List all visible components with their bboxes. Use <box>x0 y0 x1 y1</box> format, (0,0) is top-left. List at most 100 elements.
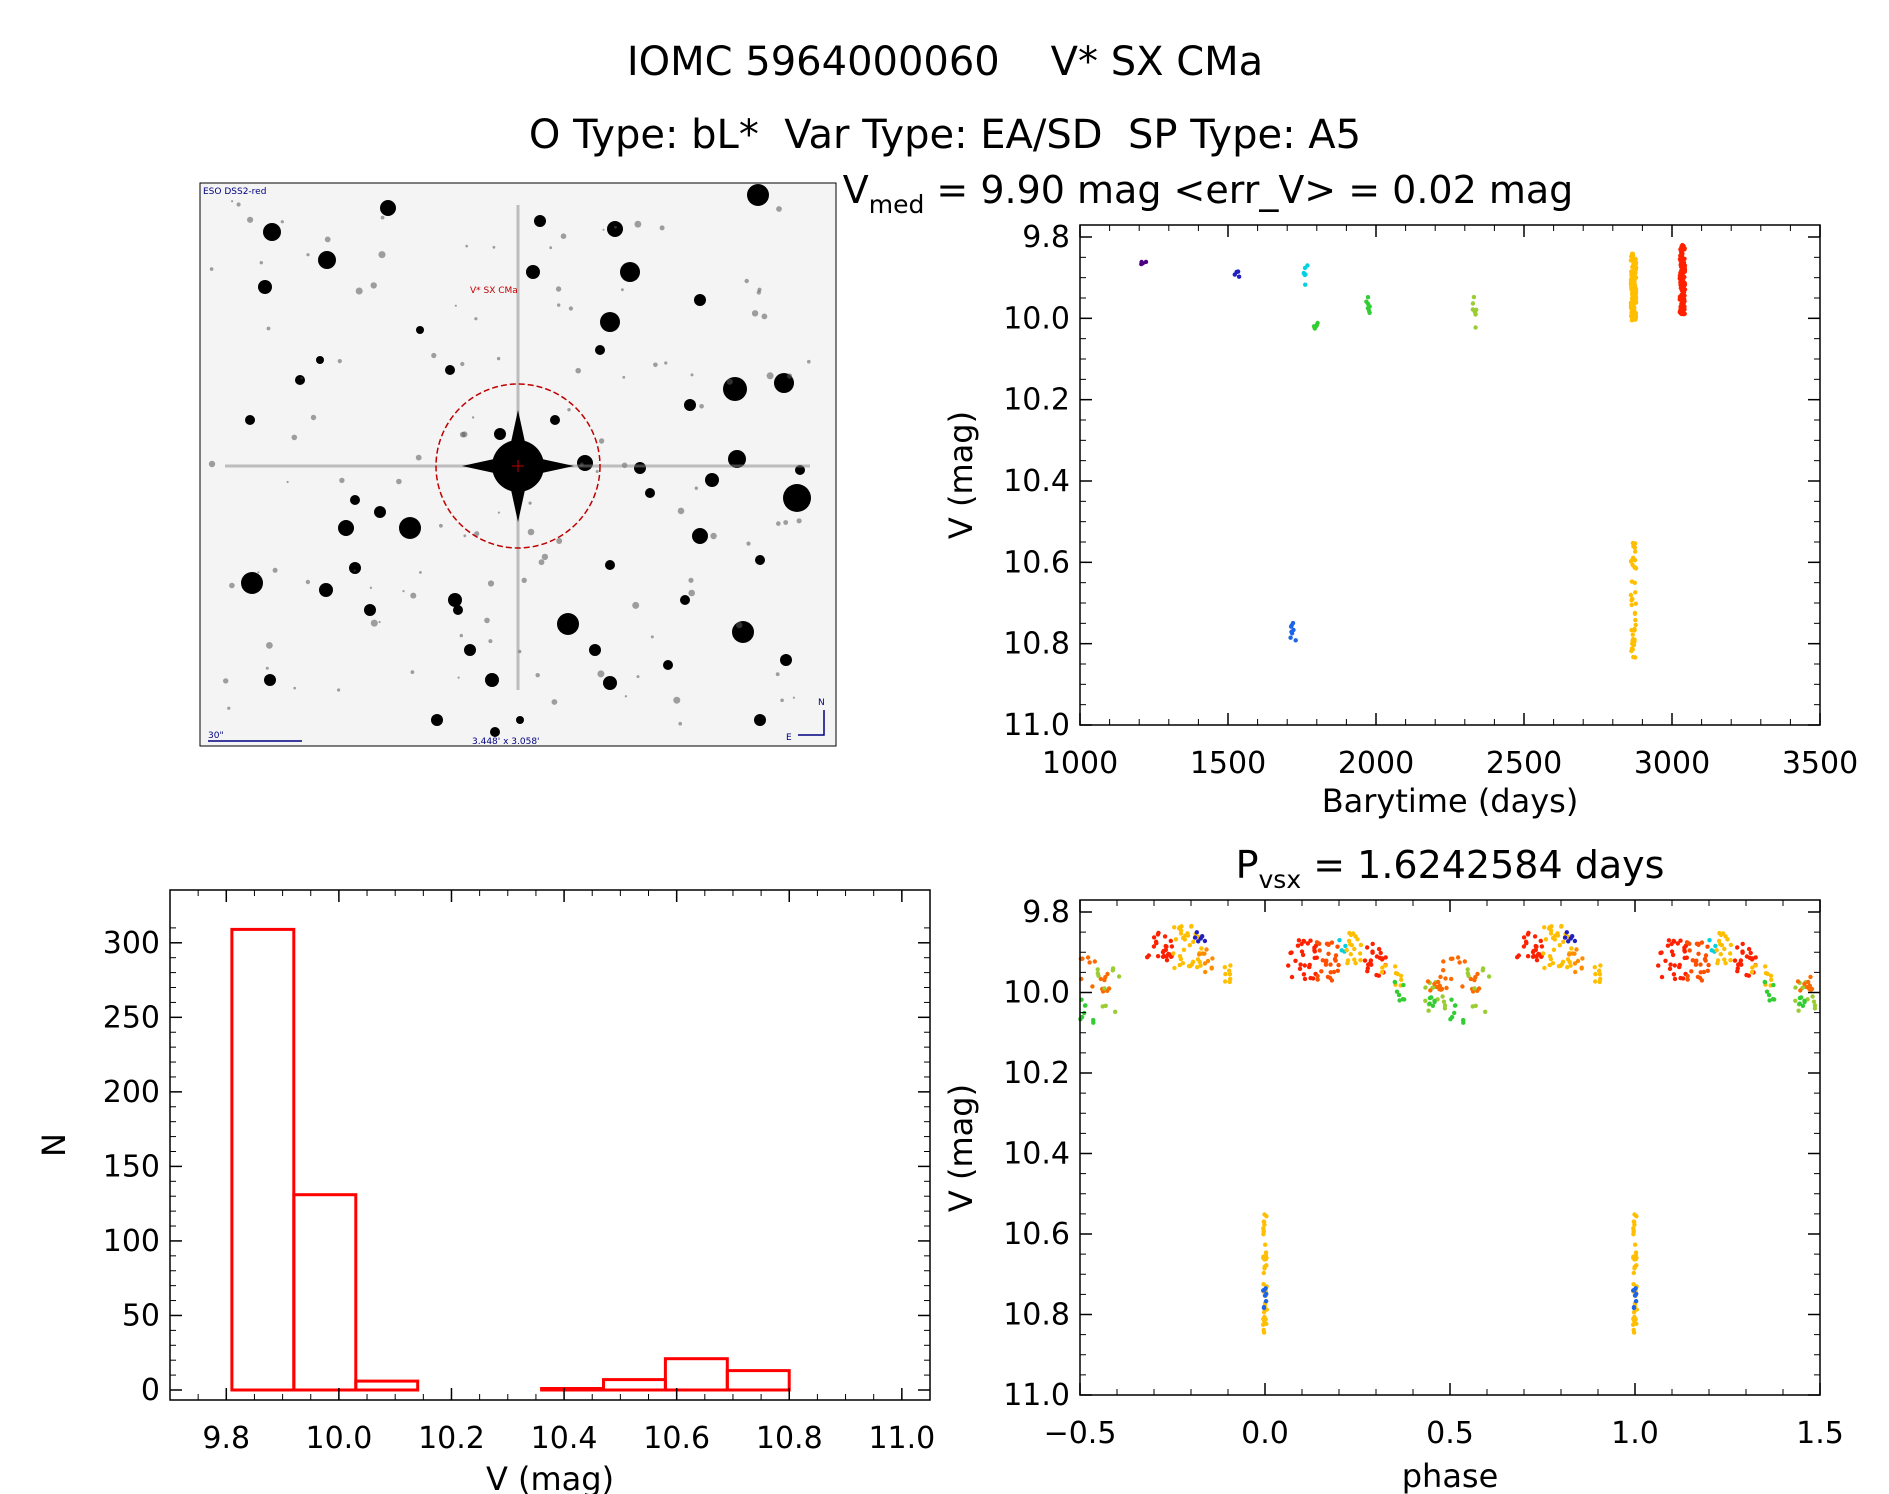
phased-point <box>1574 947 1579 952</box>
y-tick-label: 10.2 <box>1003 1056 1070 1091</box>
lightcurve-point <box>1633 601 1639 606</box>
phased-point <box>1160 949 1166 955</box>
x-tick-label: −0.5 <box>1044 1416 1117 1451</box>
phased-point <box>1766 992 1772 998</box>
finder-star <box>607 221 623 237</box>
phased-point <box>1314 955 1320 960</box>
phased-point <box>1634 1263 1639 1268</box>
finder-faint-star <box>487 580 495 587</box>
phased-point <box>1399 977 1404 982</box>
finder-faint-star <box>415 454 422 461</box>
phased-point <box>1169 954 1174 959</box>
phased-point <box>1263 1250 1269 1255</box>
phased-point <box>1539 954 1544 959</box>
lightcurve-point <box>1682 293 1687 298</box>
phased-point <box>1449 997 1454 1002</box>
phased-point <box>1728 958 1733 963</box>
phased-point <box>1162 934 1168 939</box>
phased-point <box>1534 944 1539 949</box>
phased-point <box>1795 979 1801 984</box>
lightcurve-point <box>1633 260 1639 265</box>
lightcurve-point <box>1365 306 1371 311</box>
phased-point <box>1671 972 1677 977</box>
phased-point <box>1426 1008 1431 1013</box>
finder-star <box>374 506 386 518</box>
finder-faint-star <box>575 367 581 374</box>
phased-point <box>1227 968 1232 973</box>
y-tick-label: 300 <box>103 926 160 961</box>
phased-point <box>1631 1305 1637 1311</box>
phased-point <box>1452 1010 1457 1016</box>
y-tick-label: 10.6 <box>1003 1217 1070 1252</box>
finder-star <box>464 644 476 656</box>
finder-star <box>557 613 579 635</box>
phased-point <box>1568 963 1573 968</box>
finder-star <box>534 215 546 227</box>
phased-point <box>1541 951 1546 956</box>
finder-faint-star <box>766 372 774 380</box>
finder-star <box>319 583 333 597</box>
lightcurve-point <box>1680 299 1686 304</box>
lightcurve-point <box>1629 274 1635 279</box>
finder-faint-star <box>551 699 558 705</box>
phased-point <box>1427 1001 1432 1006</box>
phased-point <box>1539 944 1545 949</box>
phased-point <box>1753 963 1758 968</box>
lightcurve-points <box>1139 242 1688 660</box>
phased-point <box>1337 938 1342 943</box>
phased-point <box>1110 966 1116 971</box>
lightcurve-point <box>1680 306 1686 312</box>
phased-point <box>1264 1263 1269 1268</box>
phased-point <box>1543 937 1549 942</box>
phased-point <box>1091 1020 1096 1025</box>
phased-point <box>1440 994 1445 999</box>
finder-star <box>241 572 263 594</box>
phased-point <box>1703 953 1709 958</box>
lightcurve-panel: Vmed = 9.90 mag <err_V> = 0.02 mag 1000 1… <box>843 168 1858 820</box>
finder-star <box>318 251 336 269</box>
phased-point <box>1634 1291 1639 1297</box>
finder-scale-label: 30" <box>208 731 224 741</box>
finder-star <box>694 294 706 306</box>
finder-star <box>350 495 360 505</box>
finder-faint-star <box>286 480 289 484</box>
phased-point <box>1200 951 1205 956</box>
y-tick-label: 11.0 <box>1003 708 1070 743</box>
phased-panel: Pvsx = 1.6242584 days −0.5 0.0 0.5 1.0 1.5 9.… <box>942 843 1844 1494</box>
finder-faint-star <box>736 621 743 629</box>
finder-north-label: N <box>818 698 825 708</box>
phased-xlabel: phase <box>1402 1457 1499 1494</box>
finder-faint-star <box>541 553 549 561</box>
phased-point <box>1598 976 1603 982</box>
lightcurve-point <box>1303 282 1308 287</box>
phased-point <box>1811 999 1817 1004</box>
finder-star <box>755 555 765 565</box>
phased-point <box>1800 1003 1806 1008</box>
x-tick-label: 1.0 <box>1611 1416 1659 1451</box>
lightcurve-title-sub: med <box>869 190 925 219</box>
figure-title-line1: IOMC 5964000060 V* SX CMa <box>627 39 1263 85</box>
finder-star <box>431 714 443 726</box>
phased-point <box>1223 971 1228 977</box>
lightcurve-point <box>1629 579 1635 584</box>
lightcurve-point <box>1682 269 1688 274</box>
phased-point <box>1376 946 1382 952</box>
finder-faint-star <box>597 670 605 678</box>
y-tick-label: 10.8 <box>1003 1298 1070 1333</box>
phased-point <box>1352 957 1357 962</box>
finder-faint-star <box>688 577 694 583</box>
finder-faint-star <box>650 635 654 639</box>
phased-point <box>1689 969 1694 974</box>
lightcurve-point <box>1630 637 1636 642</box>
phased-point <box>1763 964 1768 969</box>
phased-point <box>1432 998 1437 1003</box>
phased-point <box>1261 1270 1267 1276</box>
phased-point <box>1261 1310 1267 1315</box>
phased-point <box>1767 998 1772 1003</box>
finder-faint-star <box>355 287 363 295</box>
x-tick-label: 0.0 <box>1241 1416 1289 1451</box>
lightcurve-point <box>1302 265 1308 271</box>
phased-point <box>1263 1242 1268 1247</box>
finder-faint-star <box>439 523 443 528</box>
